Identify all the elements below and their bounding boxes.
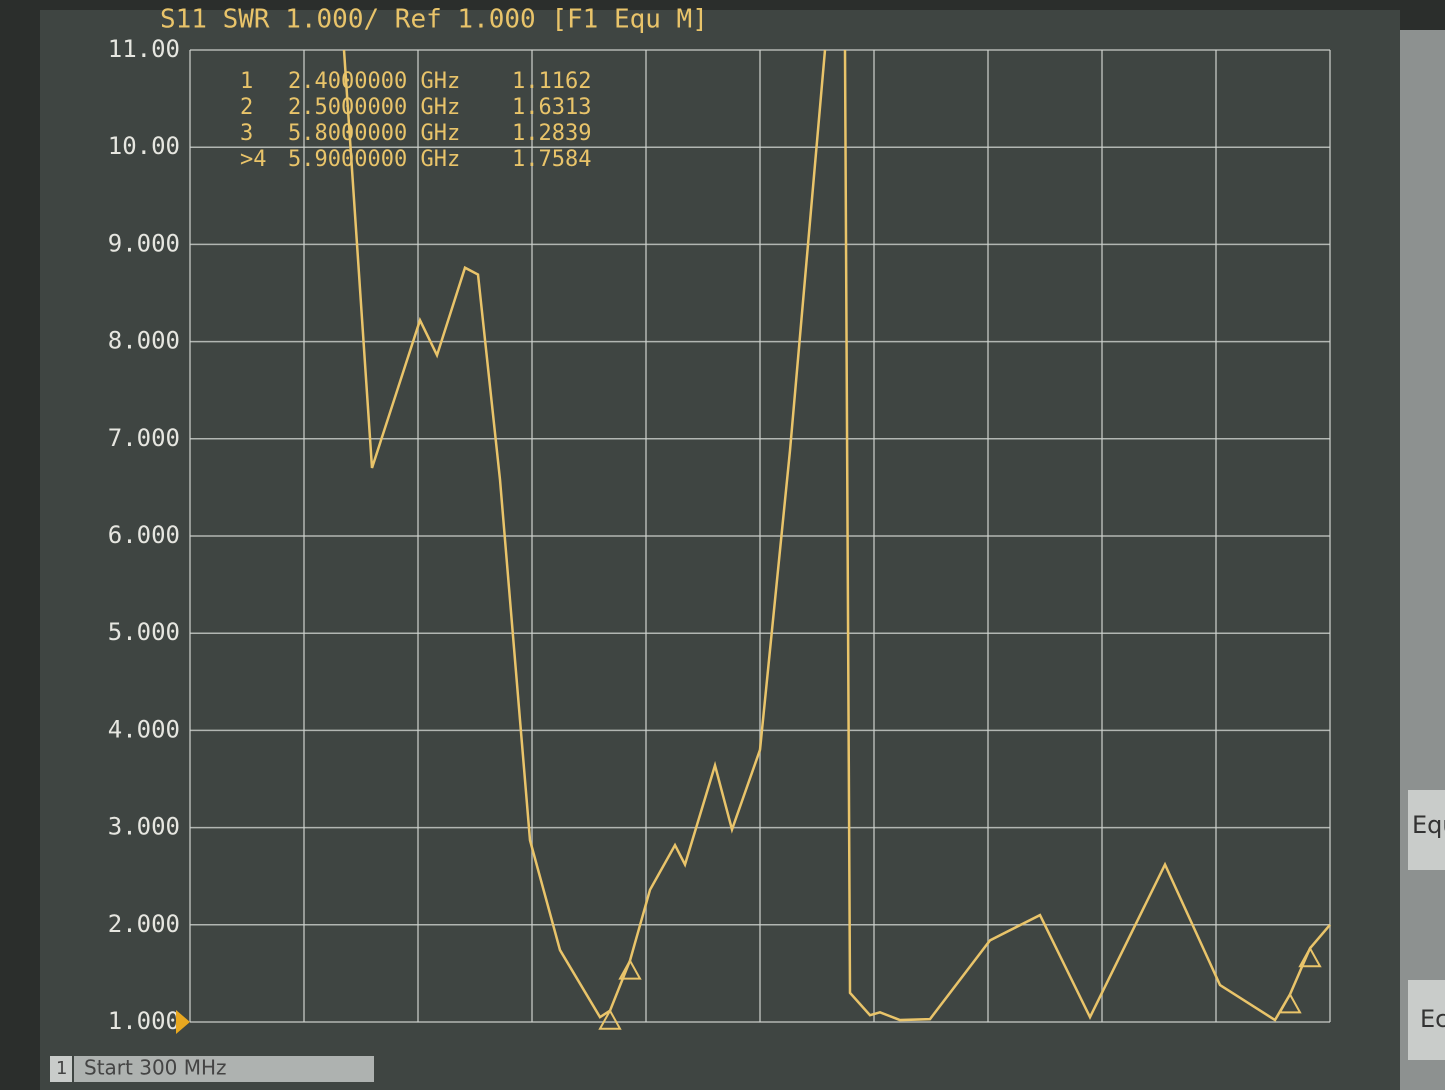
y-tick-label: 6.000 [108, 521, 180, 549]
channel-box [50, 1056, 72, 1082]
display [40, 10, 1400, 1090]
y-tick-label: 5.000 [108, 618, 180, 646]
marker-frequency: 5.8000000 GHz [288, 121, 460, 146]
marker-frequency: 2.4000000 GHz [288, 69, 460, 94]
marker-value: 1.2839 [512, 121, 591, 146]
y-tick-label: 11.00 [108, 35, 180, 63]
status-bar [74, 1056, 374, 1082]
marker-value: 1.1162 [512, 69, 591, 94]
softkey[interactable] [1408, 980, 1445, 1060]
channel-number: 1 [56, 1058, 67, 1079]
softkey-label[interactable]: Ec [1420, 1005, 1445, 1033]
start-frequency: Start 300 MHz [84, 1056, 227, 1080]
y-tick-label: 1.000 [108, 1007, 180, 1035]
marker-triangle [1278, 992, 1302, 1014]
y-tick-label: 10.00 [108, 132, 180, 160]
marker-id: 2 [240, 95, 253, 120]
marker-value: 1.6313 [512, 95, 591, 120]
y-tick-label: 4.000 [108, 715, 180, 743]
y-tick-label: 2.000 [108, 910, 180, 938]
marker-triangle [1298, 946, 1322, 968]
trace-title: S11 SWR 1.000/ Ref 1.000 [F1 Equ M] [160, 5, 708, 35]
marker-triangle [598, 1008, 622, 1030]
side-panel [1400, 30, 1445, 1090]
y-tick-label: 3.000 [108, 813, 180, 841]
marker-value: 1.7584 [512, 147, 591, 172]
y-tick-label: 9.000 [108, 229, 180, 257]
marker-id: 3 [240, 121, 253, 146]
marker-frequency: 5.9000000 GHz [288, 147, 460, 172]
marker-frequency: 2.5000000 GHz [288, 95, 460, 120]
marker-id: 1 [240, 69, 253, 94]
y-tick-label: 8.000 [108, 327, 180, 355]
marker-triangle [618, 958, 642, 980]
softkey[interactable] [1408, 790, 1445, 870]
softkey-label[interactable]: Equ [1412, 811, 1445, 839]
marker-id: >4 [240, 147, 267, 172]
y-tick-label: 7.000 [108, 424, 180, 452]
ref-marker [176, 1010, 190, 1034]
